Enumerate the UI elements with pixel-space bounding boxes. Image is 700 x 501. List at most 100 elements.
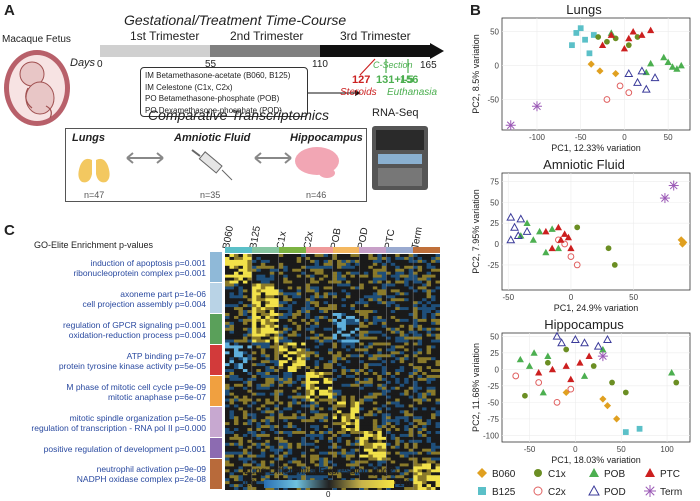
heatmap-cell — [283, 416, 289, 420]
heatmap-cell — [354, 274, 360, 278]
point-pob — [539, 388, 547, 396]
heatmap-cell — [292, 298, 297, 302]
heatmap-cell — [359, 460, 365, 464]
heatmap-cell — [269, 339, 275, 343]
heatmap-cell — [242, 428, 248, 432]
heatmap-cell — [265, 301, 271, 305]
heatmap-cell — [269, 463, 275, 467]
heatmap-cell — [301, 318, 306, 323]
heatmap-cell — [377, 395, 383, 399]
heatmap-cell — [332, 327, 338, 331]
heatmap-cell — [377, 422, 383, 426]
heatmap-cell — [341, 389, 347, 393]
heatmap-cell — [283, 262, 289, 267]
heatmap-cell — [274, 389, 280, 393]
heatmap-cell — [426, 336, 432, 340]
timeline-title: Gestational/Treatment Time-Course — [124, 12, 347, 28]
heatmap-cell — [314, 363, 320, 367]
heatmap-cell — [381, 259, 387, 264]
heatmap-cell — [247, 463, 253, 467]
heatmap-cell — [413, 324, 418, 329]
heatmap-cell — [319, 369, 324, 373]
heatmap-cell — [372, 436, 378, 441]
heatmap-cell — [350, 339, 356, 343]
heatmap-cell — [225, 348, 230, 352]
heatmap-cell — [408, 254, 414, 258]
heatmap-cell — [287, 327, 293, 331]
heatmap-cell — [225, 265, 230, 270]
heatmap-cell — [395, 295, 400, 299]
heatmap-cell — [296, 428, 302, 432]
heatmap-cell — [341, 268, 347, 272]
heatmap-cell — [323, 422, 329, 426]
heatmap-cell — [341, 377, 347, 382]
heatmap-cell — [386, 351, 392, 355]
heatmap-cell — [426, 321, 432, 326]
heatmap-cell — [242, 339, 248, 343]
heatmap-cell — [386, 327, 392, 331]
heatmap-cell — [431, 389, 436, 393]
heatmap-cell — [426, 439, 432, 444]
point-pob — [677, 61, 685, 69]
heatmap-cell — [301, 277, 306, 281]
heatmap-cell — [417, 457, 423, 461]
heatmap-cell — [229, 463, 235, 467]
heatmap-cell — [435, 324, 440, 329]
heatmap-cell — [341, 289, 347, 293]
heatmap-cell — [417, 445, 423, 449]
heatmap-cell — [368, 342, 374, 346]
heatmap-cell — [431, 425, 436, 429]
heatmap-cell — [296, 401, 302, 405]
heatmap-cell — [332, 404, 338, 408]
y-tick-label: 75 — [490, 177, 499, 186]
heatmap-cell — [256, 339, 262, 343]
heatmap-cell — [319, 271, 324, 275]
heatmap-cell — [225, 315, 230, 320]
heatmap-cell — [229, 295, 235, 299]
heatmap-cell — [233, 366, 239, 370]
heatmap-cell — [242, 286, 248, 290]
heatmap-cell — [251, 454, 257, 458]
heatmap-cell — [247, 357, 253, 361]
heatmap-cell — [328, 401, 333, 405]
heatmap-cell — [435, 377, 440, 382]
heatmap-cell — [350, 380, 356, 385]
heatmap-cell — [269, 327, 275, 331]
heatmap-cell — [278, 460, 284, 464]
heatmap-cell — [319, 259, 324, 264]
heatmap-cell — [278, 315, 284, 320]
heatmap-cell — [422, 448, 427, 452]
heatmap-cell — [229, 469, 235, 473]
heatmap-cell — [323, 301, 329, 305]
heatmap-cell — [431, 460, 436, 464]
heatmap-cell — [305, 416, 311, 420]
heatmap-cell — [283, 404, 289, 408]
heatmap-cell — [260, 283, 266, 287]
heatmap-cell — [404, 401, 409, 405]
point-ptc — [629, 27, 637, 35]
heatmap-cell — [435, 315, 440, 320]
heatmap-cell — [399, 366, 405, 370]
heatmap-cell — [386, 254, 392, 258]
x-tick-label: 50 — [629, 293, 638, 302]
heatmap-cell — [242, 301, 248, 305]
heatmap-cell — [287, 377, 293, 382]
heatmap-cell — [377, 342, 383, 346]
heatmap-cell — [242, 407, 248, 411]
point-b125 — [582, 36, 588, 43]
x-tick-label: 0 — [622, 133, 627, 142]
heatmap-cell — [359, 433, 365, 438]
heatmap-cell — [381, 324, 387, 329]
heatmap-cell — [435, 433, 440, 438]
heatmap-cell — [363, 383, 369, 388]
heatmap-cell — [251, 336, 257, 340]
heatmap-cell — [354, 313, 360, 317]
heatmap-cell — [251, 307, 257, 311]
point-c2x — [553, 398, 561, 406]
heatmap-cell — [260, 321, 266, 326]
point-c1x — [625, 42, 632, 49]
x-axis-label: PC1, 12.33% variation — [551, 143, 641, 153]
heatmap-cell — [363, 315, 369, 320]
heatmap-cell — [431, 363, 436, 367]
heatmap-cell — [341, 304, 347, 308]
